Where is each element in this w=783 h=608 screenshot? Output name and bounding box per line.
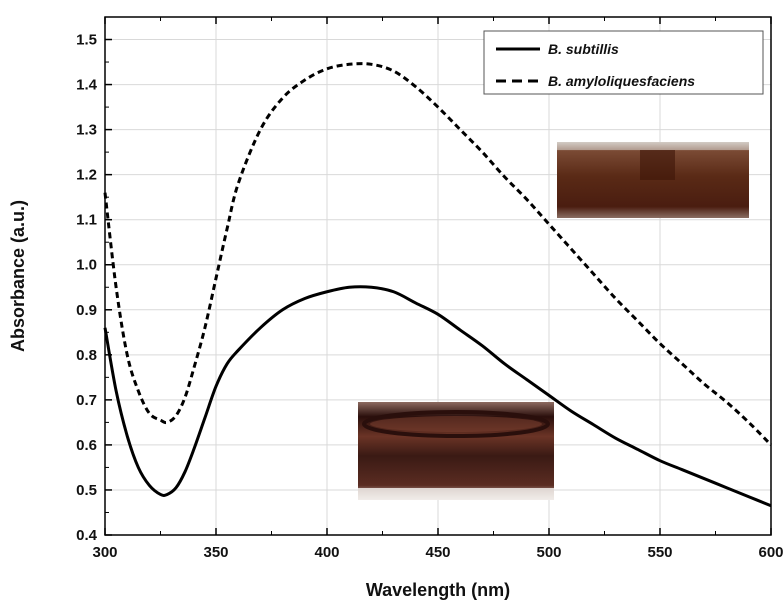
y-tick-label: 0.7 (76, 392, 97, 409)
y-tick-label: 0.5 (76, 482, 97, 499)
y-tick-label: 1.4 (76, 77, 98, 94)
y-tick-label: 0.6 (76, 437, 97, 454)
y-tick-label: 1.0 (76, 257, 97, 274)
upper-solution-photo (557, 142, 749, 218)
legend-label-series-2: B. amyloliquesfaciens (548, 73, 695, 89)
lower-solution-photo (358, 402, 554, 500)
x-tick-label: 400 (314, 544, 339, 561)
y-axis-title: Absorbance (a.u.) (8, 200, 28, 352)
x-tick-label: 450 (425, 544, 450, 561)
x-axis-ticks: 300 350 400 450 500 550 600 (92, 17, 783, 561)
x-tick-label: 500 (536, 544, 561, 561)
y-tick-label: 1.2 (76, 167, 97, 184)
y-tick-label: 0.9 (76, 302, 97, 319)
series-lines (103, 62, 773, 508)
y-tick-label: 0.8 (76, 347, 97, 364)
x-tick-label: 600 (758, 544, 783, 561)
legend: B. subtillis B. amyloliquesfaciens (483, 30, 764, 95)
y-axis-ticks: 0.4 0.5 0.6 0.7 0.8 0.9 1.0 1.1 1.2 1.3 1.4 1.5 (76, 32, 112, 544)
y-tick-label: 1.5 (76, 32, 97, 49)
series-line-2 (103, 62, 773, 446)
x-tick-label: 300 (92, 544, 117, 561)
legend-box (483, 30, 764, 95)
series-line-1 (103, 285, 772, 508)
grid-lines (104, 17, 772, 536)
x-axis-title: Wavelength (nm) (366, 580, 510, 600)
x-tick-label: 550 (647, 544, 672, 561)
y-tick-label: 0.4 (76, 527, 98, 544)
y-tick-label: 1.3 (76, 122, 97, 139)
legend-label-series-1: B. subtillis (548, 41, 619, 57)
x-tick-label: 350 (203, 544, 228, 561)
y-tick-label: 1.1 (76, 212, 97, 229)
